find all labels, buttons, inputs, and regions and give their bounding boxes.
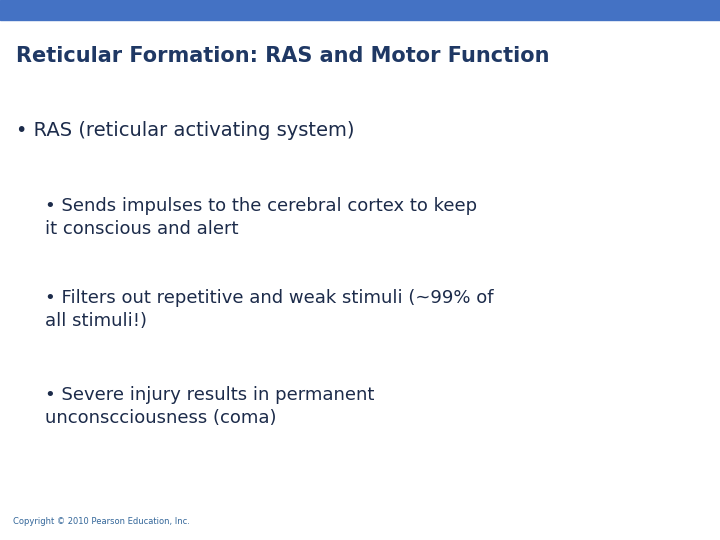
Text: Copyright © 2010 Pearson Education, Inc.: Copyright © 2010 Pearson Education, Inc. — [13, 517, 190, 526]
Text: • RAS (reticular activating system): • RAS (reticular activating system) — [16, 122, 354, 140]
Text: Reticular Formation: RAS and Motor Function: Reticular Formation: RAS and Motor Funct… — [16, 46, 549, 66]
Text: • Sends impulses to the cerebral cortex to keep
it conscious and alert: • Sends impulses to the cerebral cortex … — [45, 197, 477, 238]
Text: • Filters out repetitive and weak stimuli (~99% of
all stimuli!): • Filters out repetitive and weak stimul… — [45, 289, 493, 330]
Text: • Severe injury results in permanent
unconscciousness (coma): • Severe injury results in permanent unc… — [45, 386, 374, 427]
